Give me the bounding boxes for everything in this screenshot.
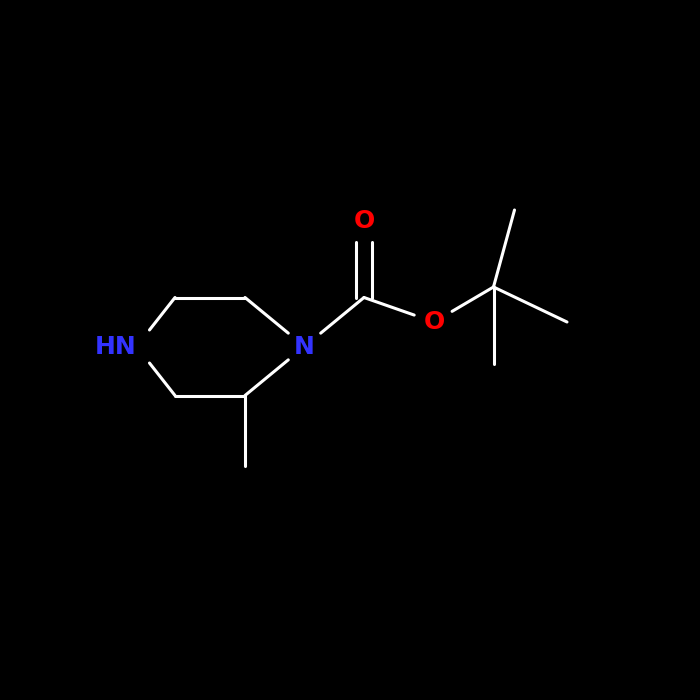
Text: N: N	[294, 335, 315, 358]
Text: O: O	[424, 310, 444, 334]
Text: HN: HN	[94, 335, 136, 358]
Text: O: O	[354, 209, 374, 232]
